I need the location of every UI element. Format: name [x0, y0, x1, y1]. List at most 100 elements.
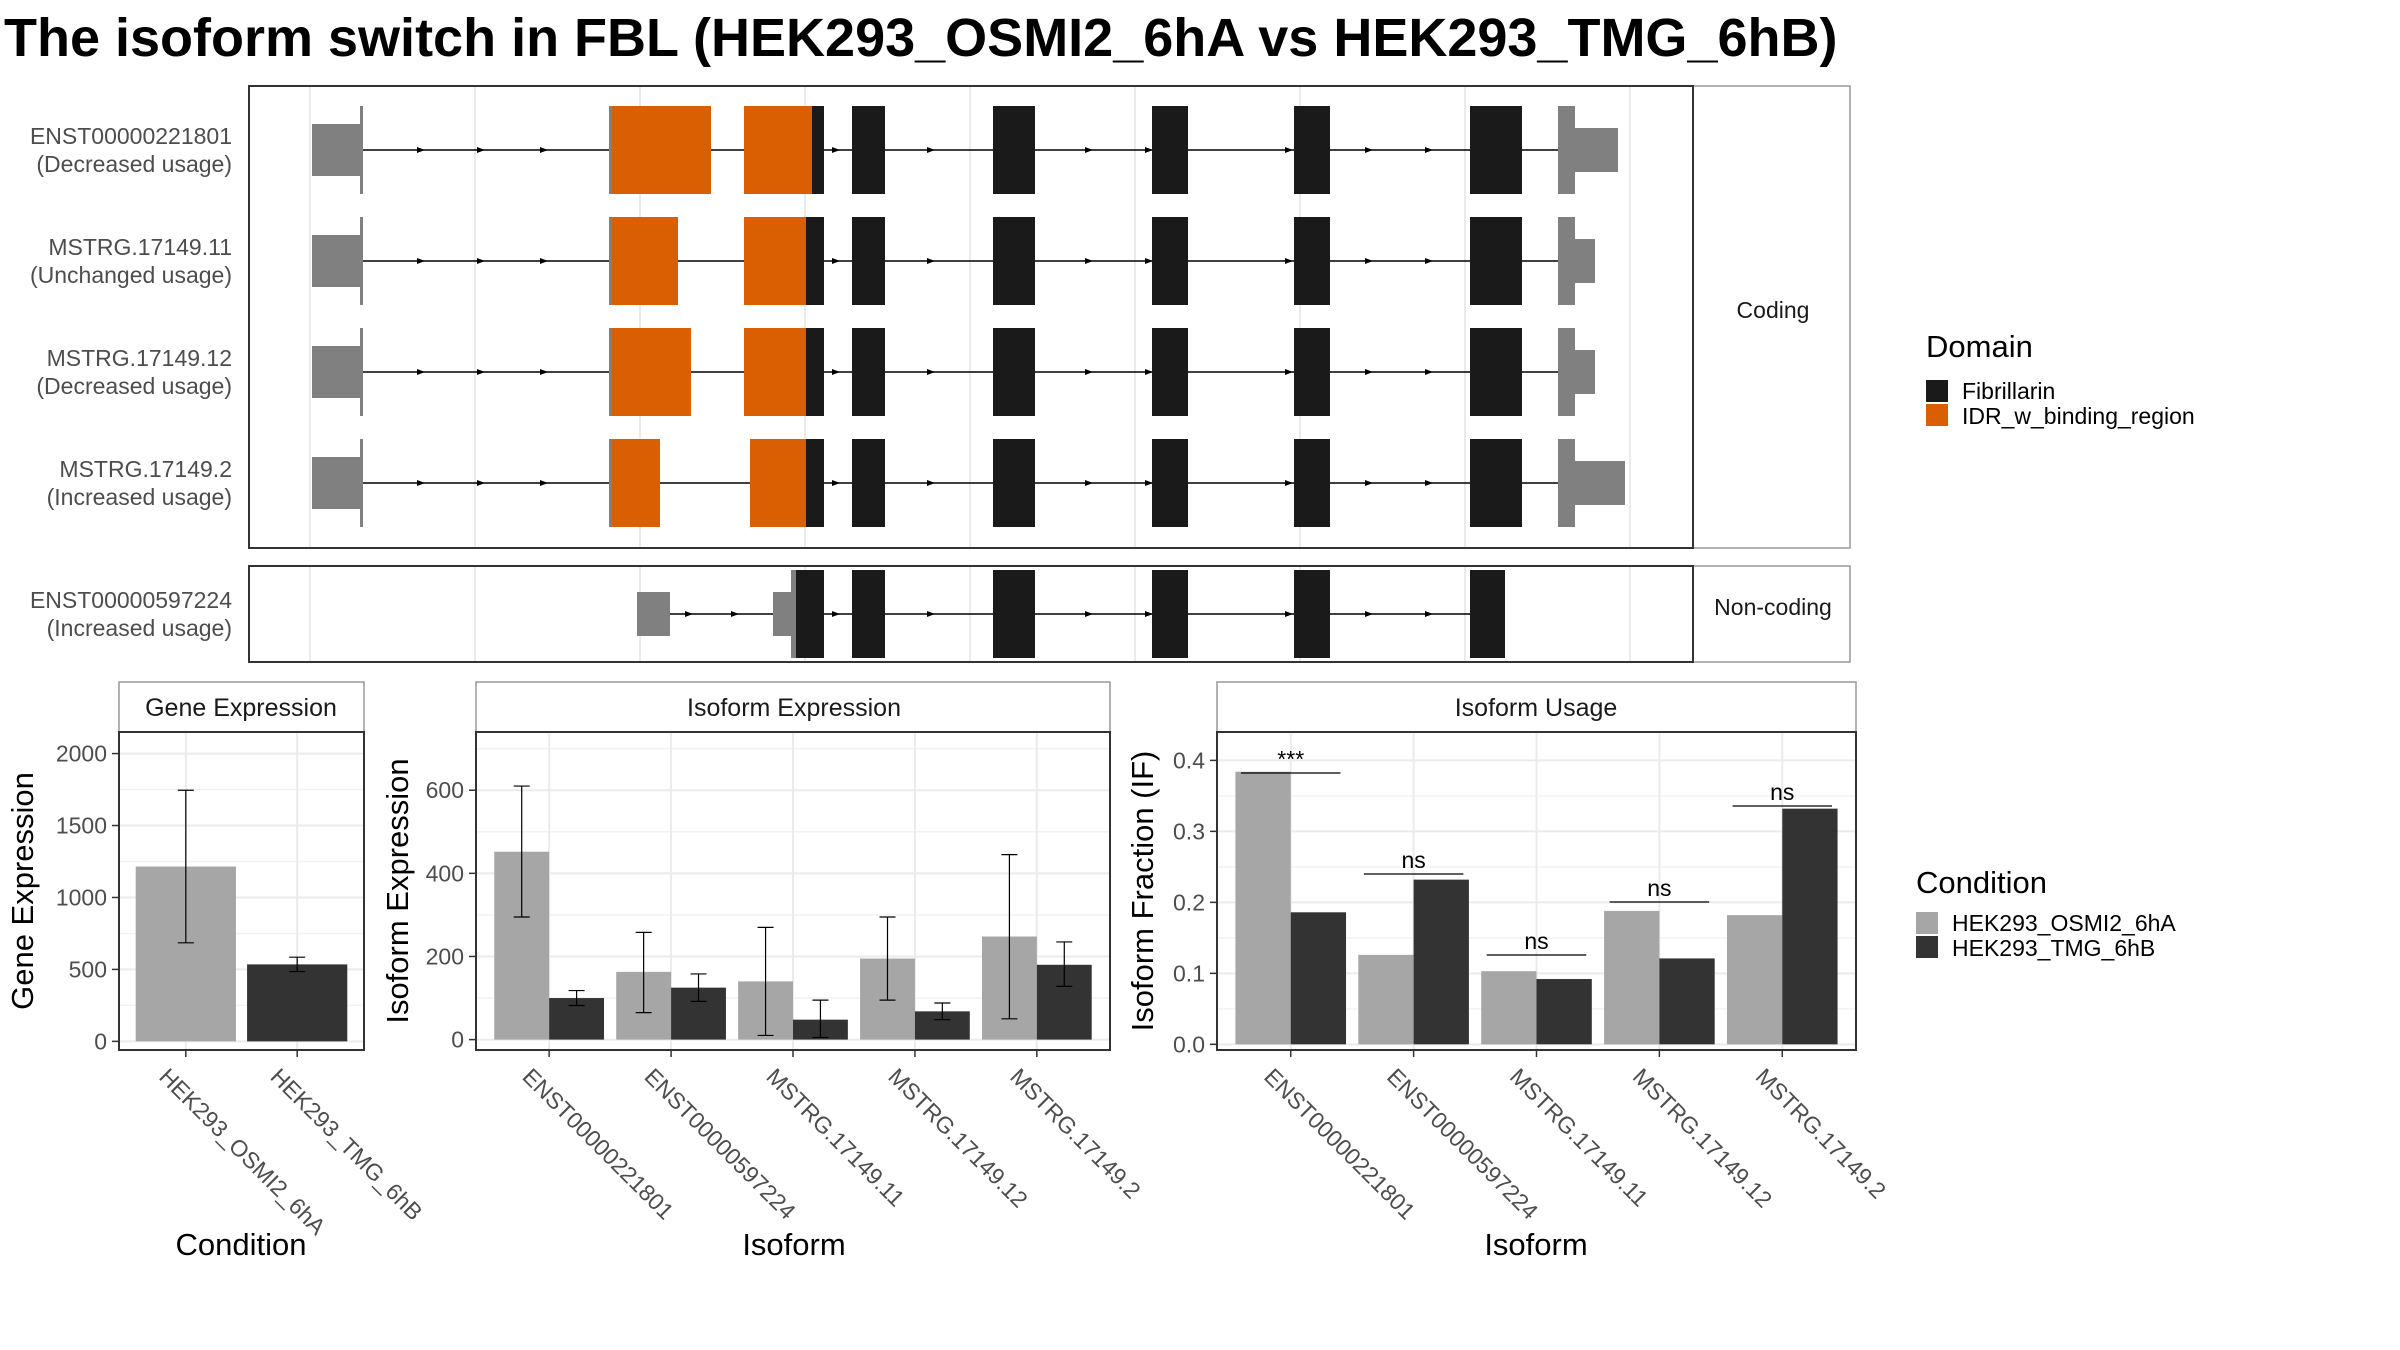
intron-direction-arrow — [417, 480, 425, 486]
chart-title: Isoform Expression — [687, 694, 901, 722]
bar — [1290, 912, 1347, 1045]
y-tick-label: 0.2 — [1173, 889, 1205, 915]
fibrillarin-domain-exon — [1152, 439, 1188, 527]
intron-direction-arrow — [1365, 480, 1373, 486]
y-tick-label: 2000 — [56, 741, 107, 767]
isoform-id-label: ENST00000597224 — [30, 587, 232, 613]
intron-direction-arrow — [540, 147, 548, 153]
fibrillarin-domain-exon — [993, 570, 1035, 658]
figure-title: The isoform switch in FBL (HEK293_OSMI2_… — [4, 8, 1837, 68]
bar-chart-1: Isoform Expression0200400600ENST00000221… — [380, 681, 1146, 1262]
isoform-usage-label: (Unchanged usage) — [30, 262, 232, 288]
idr-domain-exon — [612, 217, 678, 305]
isoform-usage-label: (Decreased usage) — [36, 151, 232, 177]
utr-exon-edge — [609, 217, 612, 305]
fibrillarin-domain-exon — [806, 217, 824, 305]
isoform-usage-label: (Increased usage) — [47, 615, 232, 641]
intron-direction-arrow — [1425, 369, 1433, 375]
legend-domain: Domain Fibrillarin IDR_w_binding_region — [1926, 329, 2195, 429]
isoform-usage-label: (Decreased usage) — [36, 373, 232, 399]
utr-exon — [312, 235, 360, 287]
fibrillarin-domain-exon — [806, 328, 824, 416]
utr-exon — [1558, 106, 1575, 194]
intron-direction-arrow — [832, 258, 840, 264]
legend-swatch-tmg — [1916, 936, 1938, 958]
x-axis-title: Condition — [176, 1227, 307, 1262]
legend-label-fibrillarin: Fibrillarin — [1962, 378, 2055, 404]
y-axis-title: Isoform Expression — [380, 758, 415, 1023]
intron-direction-arrow — [1085, 258, 1093, 264]
bar — [1536, 979, 1592, 1045]
intron-direction-arrow — [417, 147, 425, 153]
idr-domain-exon — [744, 106, 812, 194]
fibrillarin-domain-exon — [852, 217, 885, 305]
facet-strip — [1692, 565, 1851, 663]
fibrillarin-domain-exon — [1470, 570, 1505, 658]
chart-title: Isoform Usage — [1455, 694, 1618, 722]
intron-direction-arrow — [927, 258, 935, 264]
legend-swatch-idr — [1926, 404, 1948, 426]
y-tick-label: 200 — [426, 943, 464, 969]
fibrillarin-domain-exon — [1152, 570, 1188, 658]
bar-charts: Gene Expression0500100015002000HEK293_OS… — [5, 681, 1891, 1262]
fibrillarin-domain-exon — [993, 106, 1035, 194]
fibrillarin-domain-exon — [1152, 328, 1188, 416]
fibrillarin-domain-exon — [796, 570, 824, 658]
fibrillarin-domain-exon — [852, 106, 885, 194]
significance-label: ns — [1770, 779, 1794, 805]
fibrillarin-domain-exon — [812, 106, 824, 194]
utr-exon — [360, 328, 363, 416]
isoform-id-label: MSTRG.17149.12 — [47, 345, 232, 371]
intron-direction-arrow — [1425, 147, 1433, 153]
idr-domain-exon — [744, 328, 806, 416]
idr-domain-exon — [744, 217, 806, 305]
fibrillarin-domain-exon — [1470, 217, 1522, 305]
utr-exon — [1558, 217, 1575, 305]
structure-panel-border — [248, 565, 1694, 663]
y-tick-label: 0 — [451, 1027, 464, 1053]
utr-exon — [1575, 128, 1618, 172]
intron-direction-arrow — [832, 611, 840, 617]
utr-exon — [312, 457, 360, 509]
y-tick-label: 400 — [426, 860, 464, 886]
y-tick-label: 0 — [94, 1028, 107, 1054]
intron-direction-arrow — [1145, 369, 1153, 375]
fibrillarin-domain-exon — [852, 570, 885, 658]
fibrillarin-domain-exon — [1470, 106, 1522, 194]
intron-direction-arrow — [1425, 480, 1433, 486]
intron-direction-arrow — [731, 611, 739, 617]
legend-label-osmi2: HEK293_OSMI2_6hA — [1952, 910, 2176, 936]
intron-direction-arrow — [1365, 611, 1373, 617]
significance-label: *** — [1277, 746, 1304, 772]
y-tick-label: 600 — [426, 777, 464, 803]
isoform-usage-label: (Increased usage) — [47, 484, 232, 510]
legend-domain-title: Domain — [1926, 329, 2033, 364]
intron-direction-arrow — [927, 369, 935, 375]
legend-swatch-osmi2 — [1916, 912, 1938, 934]
bar — [1235, 771, 1291, 1045]
bar — [247, 964, 348, 1042]
bar — [1726, 915, 1783, 1045]
utr-exon — [637, 592, 670, 636]
fibrillarin-domain-exon — [1152, 106, 1188, 194]
significance-label: ns — [1524, 928, 1548, 954]
intron-direction-arrow — [1145, 480, 1153, 486]
intron-direction-arrow — [540, 258, 548, 264]
intron-direction-arrow — [1085, 611, 1093, 617]
utr-exon — [1575, 461, 1625, 505]
intron-direction-arrow — [1085, 480, 1093, 486]
utr-exon-edge — [609, 328, 612, 416]
fibrillarin-domain-exon — [993, 328, 1035, 416]
fibrillarin-domain-exon — [1152, 217, 1188, 305]
bar — [1358, 954, 1414, 1045]
significance-label: ns — [1401, 847, 1425, 873]
isoform-id-label: MSTRG.17149.2 — [59, 456, 232, 482]
y-tick-label: 500 — [69, 956, 107, 982]
intron-direction-arrow — [832, 147, 840, 153]
isoform-id-label: MSTRG.17149.11 — [48, 234, 232, 260]
intron-direction-arrow — [1285, 258, 1293, 264]
fibrillarin-domain-exon — [1294, 106, 1330, 194]
utr-exon — [1558, 439, 1575, 527]
